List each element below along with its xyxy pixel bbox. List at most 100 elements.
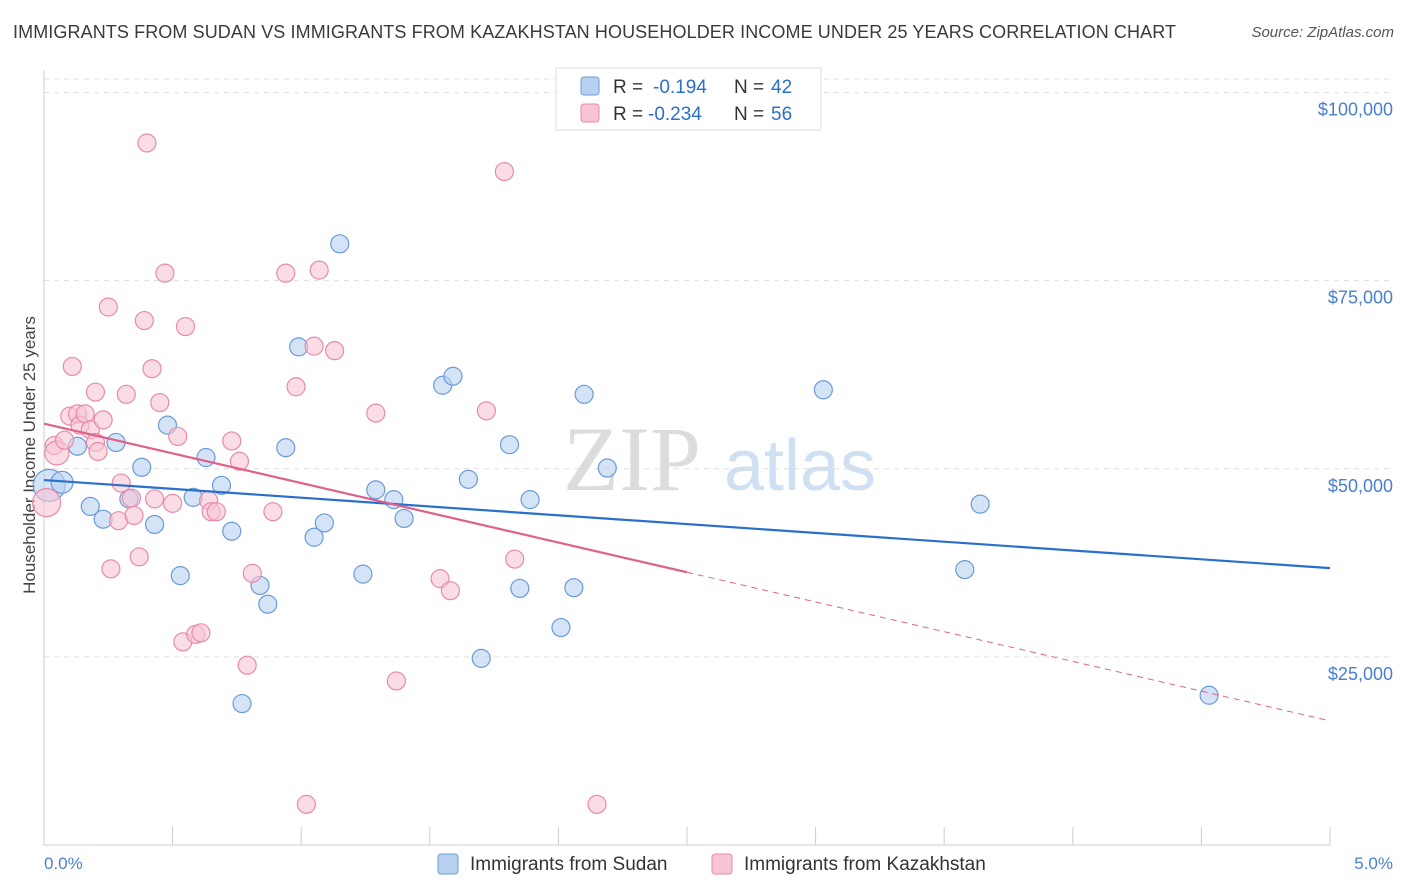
kazakhstan-point: [150, 392, 170, 413]
stats-legend: R = -0.194 N = 42 R = -0.234 N = 56: [555, 67, 822, 131]
x-tick-label-min: 0.0%: [44, 854, 83, 873]
kazakhstan-point: [263, 502, 283, 522]
kazakhstan-point: [587, 794, 607, 814]
legend-bottom-swatch-kazakhstan: [711, 853, 733, 875]
kazakhstan-point: [85, 382, 106, 402]
kazakhstan-point: [93, 410, 113, 430]
kazakhstan-point: [237, 655, 257, 675]
kazakhstan-point: [116, 384, 136, 404]
source-label: Source: ZipAtlas.com: [1251, 24, 1394, 41]
kazakhstan-point: [366, 403, 386, 423]
kazakhstan-point: [142, 359, 162, 379]
kazakhstan-point: [206, 502, 226, 522]
sudan-trend-line: [43, 478, 1331, 570]
kazakhstan-point: [101, 559, 121, 579]
kazakhstan-point: [296, 794, 316, 814]
kazakhstan-point: [505, 549, 525, 569]
kazakhstan-point: [242, 563, 262, 583]
sudan-point: [574, 384, 594, 404]
series-kazakhstan-points: [31, 133, 607, 814]
legend-r-label-sudan: R =: [613, 77, 643, 98]
kazakhstan-point: [440, 581, 460, 601]
sudan-point: [551, 617, 571, 638]
kazakhstan-point: [137, 133, 157, 153]
kazakhstan-point: [286, 377, 306, 397]
legend-r-value-sudan: -0.194: [653, 77, 707, 98]
axes: [43, 70, 1331, 846]
stats-legend-box: [555, 67, 822, 131]
sudan-point: [80, 496, 100, 517]
kazakhstan-point: [386, 671, 406, 691]
sudan-point: [232, 693, 252, 714]
y-tick-label: $75,000: [1328, 288, 1393, 308]
sudan-point: [170, 566, 190, 586]
kazakhstan-point: [62, 356, 82, 377]
kazakhstan-point: [121, 488, 142, 508]
sudan-point: [458, 469, 478, 489]
sudan-point: [970, 494, 990, 514]
sudan-point: [520, 490, 540, 510]
sudan-point: [353, 564, 373, 584]
kazakhstan-point: [134, 310, 154, 331]
series-legend: Immigrants from Sudan Immigrants from Ka…: [437, 853, 986, 875]
kazakhstan-point: [494, 161, 514, 182]
kazakhstan-point: [168, 426, 188, 447]
y-tick-label: $100,000: [1318, 100, 1393, 120]
sudan-point: [196, 447, 216, 468]
series-sudan-points: [32, 234, 1219, 714]
legend-swatch-kazakhstan: [580, 103, 600, 123]
kazakhstan-point: [31, 488, 62, 518]
kazakhstan-trend-line-extension: [686, 571, 1331, 722]
sudan-point: [597, 458, 617, 478]
kazakhstan-point: [54, 430, 75, 450]
sudan-point: [314, 513, 334, 533]
y-tick-label: $50,000: [1328, 476, 1393, 496]
kazakhstan-trend-line: [43, 422, 688, 574]
sudan-point: [443, 366, 463, 386]
kazakhstan-point: [276, 263, 296, 283]
y-axis-label: Householder Income Under 25 years: [20, 316, 39, 594]
legend-bottom-label-kazakhstan: Immigrants from Kazakhstan: [744, 854, 986, 875]
legend-bottom-swatch-sudan: [437, 853, 459, 875]
legend-bottom-label-sudan: Immigrants from Sudan: [470, 854, 667, 875]
chart-title: IMMIGRANTS FROM SUDAN VS IMMIGRANTS FROM…: [13, 22, 1177, 42]
legend-swatch-sudan: [580, 76, 600, 96]
kazakhstan-point: [98, 297, 118, 317]
sudan-point: [211, 475, 232, 495]
legend-r-value-kazakhstan: -0.234: [648, 104, 702, 125]
legend-r-label-kazakhstan: R =: [613, 104, 643, 125]
kazakhstan-point: [163, 493, 183, 513]
sudan-point: [330, 234, 350, 254]
watermark-atlas: atlas: [724, 426, 876, 506]
sudan-point: [564, 578, 584, 598]
kazakhstan-point: [191, 623, 211, 643]
sudan-point: [144, 514, 165, 535]
sudan-point: [1199, 685, 1219, 705]
kazakhstan-point: [111, 473, 131, 493]
legend-n-label-kazakhstan: N =: [734, 104, 764, 125]
sudan-point: [499, 435, 520, 455]
sudan-point: [222, 521, 242, 541]
watermark-zip: ZIP: [563, 408, 701, 510]
x-tick-label-max: 5.0%: [1354, 854, 1393, 873]
kazakhstan-point: [222, 431, 242, 451]
sudan-point: [258, 594, 278, 614]
sudan-point: [276, 438, 296, 458]
sudan-point: [132, 457, 152, 477]
sudan-point: [510, 578, 530, 599]
kazakhstan-point: [88, 441, 108, 462]
kazakhstan-point: [144, 489, 165, 509]
kazakhstan-point: [155, 263, 175, 283]
legend-n-value-kazakhstan: 56: [771, 104, 792, 125]
legend-n-label-sudan: N =: [734, 77, 764, 98]
sudan-point: [813, 380, 833, 400]
y-tick-label: $25,000: [1328, 664, 1393, 684]
sudan-point: [955, 560, 975, 580]
y-tick-labels: $25,000 $50,000 $75,000 $100,000: [1318, 100, 1393, 684]
kazakhstan-point: [175, 316, 196, 337]
sudan-point: [394, 508, 414, 529]
kazakhstan-point: [124, 505, 144, 526]
kazakhstan-point: [476, 401, 496, 421]
kazakhstan-point: [325, 341, 345, 361]
